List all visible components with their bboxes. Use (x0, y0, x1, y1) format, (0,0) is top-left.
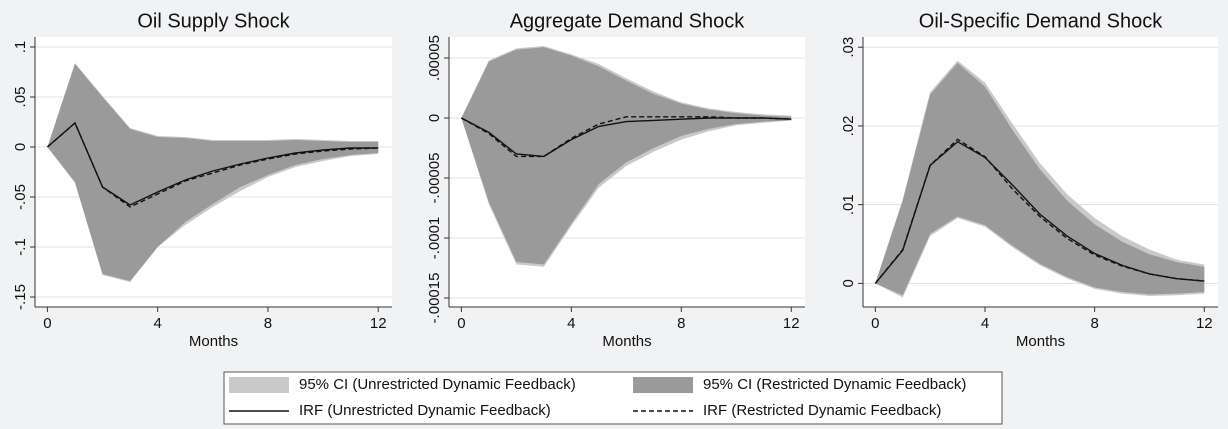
x-tick-label: 4 (154, 315, 162, 332)
irf-line (874, 138, 1205, 284)
y-tick-label: .01 (840, 194, 857, 215)
chart-title: Oil-Specific Demand Shock (919, 10, 1163, 32)
y-tick-label: -.15 (12, 284, 29, 310)
y-tick-label: .02 (840, 116, 857, 137)
y-tick-label: .03 (840, 37, 857, 58)
irf-line (461, 116, 792, 158)
x-tick-label: 0 (457, 315, 465, 332)
x-axis-label: Months (1016, 333, 1065, 350)
x-tick-label: 12 (783, 315, 800, 332)
chart-title: Aggregate Demand Shock (510, 10, 746, 32)
legend-label: IRF (Unrestricted Dynamic Feedback) (299, 402, 551, 419)
irf-line (46, 121, 379, 208)
ci-band (461, 47, 792, 265)
legend-swatch (633, 377, 693, 393)
x-tick-label: 8 (1090, 315, 1098, 332)
x-axis-label: Months (189, 333, 238, 350)
legend-label: 95% CI (Unrestricted Dynamic Feedback) (299, 376, 576, 393)
legend-box (223, 371, 1003, 425)
x-tick-label: 8 (677, 315, 685, 332)
y-tick-label: .00005 (426, 35, 443, 81)
legend-label: 95% CI (Restricted Dynamic Feedback) (703, 376, 966, 393)
ci-band (47, 64, 379, 281)
x-tick-label: 12 (370, 315, 387, 332)
legend-swatch (229, 377, 289, 393)
x-tick-label: 8 (264, 315, 272, 332)
y-tick-label: 0 (426, 114, 443, 122)
y-tick-label: -.00005 (426, 153, 443, 204)
y-tick-label: -.00015 (426, 273, 443, 324)
y-tick-label: -.05 (12, 184, 29, 210)
x-tick-label: 4 (981, 315, 989, 332)
ci-band (875, 62, 1205, 296)
y-tick-label: 0 (840, 279, 857, 287)
y-tick-label: 0 (12, 143, 29, 151)
x-tick-label: 0 (871, 315, 879, 332)
legend-label: IRF (Restricted Dynamic Feedback) (703, 402, 941, 419)
y-tick-label: .05 (12, 87, 29, 108)
chart-title: Oil Supply Shock (137, 10, 290, 32)
x-tick-label: 4 (567, 315, 575, 332)
x-axis-label: Months (602, 333, 651, 350)
x-tick-label: 0 (43, 315, 51, 332)
y-tick-label: -.1 (12, 238, 29, 256)
y-tick-label: -.0001 (426, 217, 443, 260)
x-tick-label: 12 (1196, 315, 1213, 332)
y-tick-label: .1 (12, 41, 29, 54)
